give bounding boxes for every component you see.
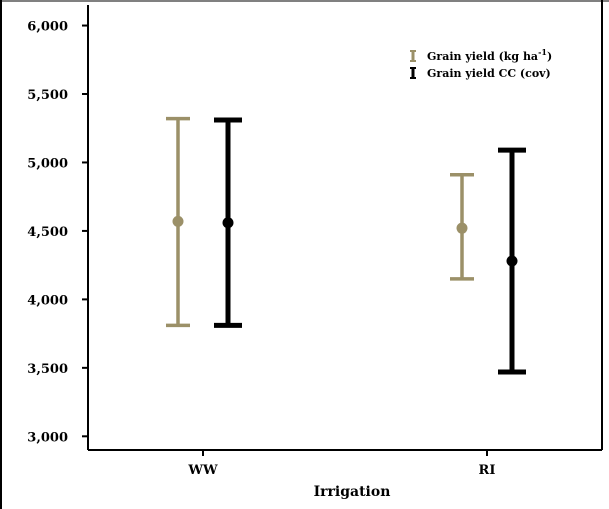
mean-point	[172, 215, 184, 227]
y-ticks: 3,000 3,500 4,000 4,500 5,000 5,500 6,000	[27, 20, 88, 445]
legend-label: Grain yield CC (cov)	[427, 67, 551, 80]
x-categories: WW RI	[187, 450, 495, 478]
y-tick-label: 4,500	[27, 225, 68, 240]
y-tick-label: 3,000	[27, 430, 68, 445]
mean-point	[456, 222, 468, 234]
y-tick-label: 6,000	[27, 20, 68, 35]
x-tick-label: WW	[187, 463, 218, 478]
legend: Grain yield (kg ha-1) Grain yield CC (cov…	[410, 47, 552, 80]
y-tick-label: 4,000	[27, 293, 68, 308]
y-tick-label: 5,000	[27, 156, 68, 171]
legend-label: Grain yield (kg ha-1)	[427, 47, 552, 63]
y-tick-label: 5,500	[27, 88, 68, 103]
x-axis-title: Irrigation	[314, 484, 391, 500]
x-tick-label: RI	[479, 463, 496, 478]
mean-point	[222, 217, 234, 229]
error-bars	[166, 116, 526, 375]
y-tick-label: 3,500	[27, 362, 68, 377]
mean-point	[506, 255, 518, 267]
